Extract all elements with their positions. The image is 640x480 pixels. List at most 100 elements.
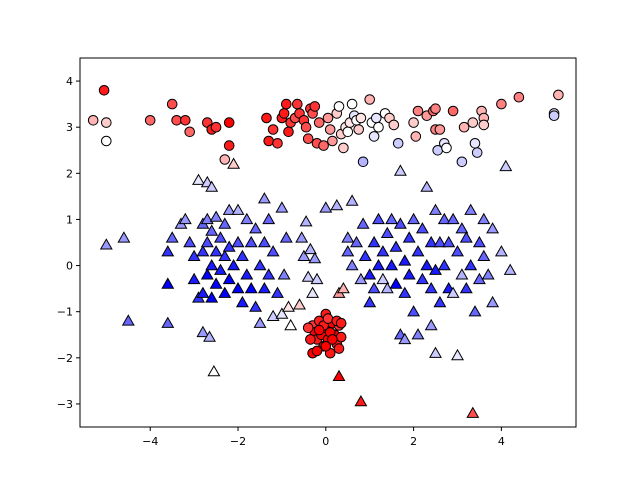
triangle-point	[402, 268, 416, 280]
triangle-point	[271, 286, 284, 298]
y-tick-label: 3	[66, 121, 73, 134]
triangle-point	[244, 235, 258, 248]
circle-point	[342, 126, 354, 138]
circle-point	[364, 94, 376, 105]
triangle-point	[279, 231, 293, 243]
triangle-point	[306, 286, 320, 298]
y-tick-label: 4	[66, 75, 73, 88]
triangle-point	[303, 242, 317, 255]
circle-point	[496, 98, 507, 110]
triangle-point	[205, 291, 219, 303]
circle-point	[311, 345, 323, 357]
x-tick-label: 4	[498, 435, 505, 448]
triangle-point	[249, 222, 263, 234]
triangle-point	[486, 222, 500, 234]
triangle-point	[398, 332, 412, 345]
triangle-point	[481, 268, 495, 280]
circle-point	[447, 105, 459, 117]
circle-point	[441, 142, 452, 154]
triangle-point	[295, 231, 309, 243]
triangle-point	[415, 222, 429, 234]
triangle-point	[262, 212, 276, 225]
y-tick-label: −2	[57, 352, 73, 365]
triangle-point	[429, 203, 442, 215]
axes-frame	[79, 57, 577, 428]
triangle-point	[402, 231, 416, 243]
triangle-point	[257, 281, 271, 294]
triangle-point	[308, 251, 322, 264]
triangle-point	[341, 231, 355, 243]
triangle-point	[367, 235, 381, 248]
points-layer	[87, 85, 564, 418]
triangle-point	[319, 201, 333, 213]
triangle-point	[227, 157, 241, 169]
circle-point	[219, 154, 231, 165]
circle-point	[313, 324, 325, 336]
triangle-point	[455, 222, 469, 234]
triangle-point	[196, 325, 210, 338]
triangle-point	[161, 316, 175, 328]
triangle-point	[299, 215, 313, 227]
circle-point	[478, 119, 490, 131]
circle-point	[309, 101, 321, 112]
circle-point	[324, 124, 336, 135]
triangle-point	[433, 295, 447, 308]
triangle-point	[393, 164, 407, 176]
triangle-point	[257, 235, 271, 248]
circle-point	[458, 121, 470, 133]
triangle-point	[411, 245, 425, 257]
triangle-point	[227, 258, 241, 271]
triangle-point	[231, 235, 245, 248]
y-tick-label: 1	[66, 213, 73, 226]
circle-point	[388, 119, 400, 131]
circle-point	[101, 117, 112, 128]
circle-point	[434, 124, 446, 135]
y-tick-label: 0	[66, 260, 73, 273]
circle-point	[430, 103, 441, 114]
triangle-point	[222, 272, 236, 285]
triangle-point	[192, 173, 205, 185]
circle-point	[513, 91, 525, 103]
circle-point	[283, 126, 294, 138]
circle-point	[322, 112, 334, 124]
triangle-point	[380, 226, 394, 238]
circle-point	[267, 124, 279, 135]
triangle-point	[437, 258, 451, 271]
triangle-point	[494, 245, 508, 257]
circle-point	[469, 138, 481, 149]
triangle-point	[345, 194, 359, 206]
triangle-point	[240, 212, 254, 225]
triangle-point	[486, 295, 500, 308]
circle-point	[272, 138, 283, 149]
triangle-point	[249, 300, 263, 312]
triangle-point	[161, 245, 175, 257]
circle-point	[320, 341, 332, 352]
circle-point	[408, 117, 419, 128]
triangle-point	[464, 258, 478, 271]
circle-point	[338, 142, 349, 154]
triangle-point	[424, 281, 438, 294]
triangle-point	[420, 180, 434, 192]
triangle-point	[214, 263, 227, 275]
circle-point	[346, 98, 358, 110]
triangle-point	[277, 268, 291, 280]
triangle-point	[218, 286, 232, 298]
circle-point	[302, 322, 314, 334]
x-tick-label: 2	[410, 435, 417, 448]
triangle-point	[297, 249, 311, 261]
circle-point	[392, 138, 404, 149]
y-tick-label: −1	[57, 306, 73, 319]
triangle-point	[350, 235, 363, 248]
triangle-point	[235, 295, 249, 308]
circle-point	[166, 98, 178, 110]
triangle-point	[200, 268, 214, 280]
triangle-point	[253, 316, 267, 328]
triangle-point	[451, 348, 464, 361]
y-tick-label: −3	[57, 398, 73, 411]
circle-point	[171, 115, 182, 126]
triangle-point	[310, 272, 324, 285]
circle-point	[353, 124, 365, 135]
triangle-point	[187, 272, 201, 285]
triangle-point	[231, 203, 245, 215]
triangle-point	[385, 212, 399, 225]
